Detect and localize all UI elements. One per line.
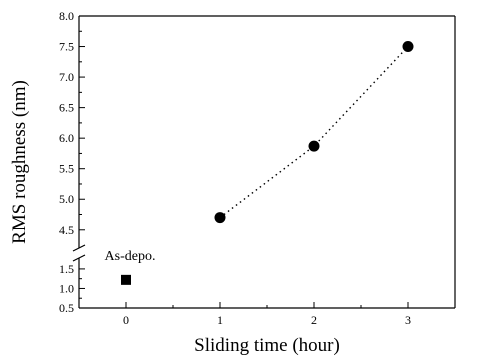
y-tick-label: 8.0	[59, 9, 74, 23]
y-tick-label: 1.0	[59, 281, 74, 295]
x-axis-title: Sliding time (hour)	[194, 335, 340, 356]
annotation-as-depo: As-depo.	[105, 249, 156, 264]
labels-group: 4.5 5.0 5.5 6.0 6.5 7.0 7.5 8.0 0.5 1.0 1.5 0 1 2 3 As-…	[9, 9, 411, 356]
axis-break-mark-upper	[72, 244, 86, 252]
y-tick-label: 4.5	[59, 223, 74, 237]
y-tick-label: 7.5	[59, 40, 74, 54]
y-tick-label: 1.5	[59, 262, 74, 276]
y-tick-label: 6.0	[59, 131, 74, 145]
data-point-circle	[402, 41, 414, 53]
data-point-circle	[308, 140, 320, 152]
axes-group	[72, 15, 456, 309]
data-marks-group	[121, 41, 414, 285]
x-tick-label: 2	[311, 313, 317, 327]
data-point-circle	[214, 212, 226, 224]
series-line-1	[219, 46, 409, 219]
x-tick-label: 0	[123, 313, 129, 327]
axis-break-mark-lower	[72, 254, 86, 262]
data-point-square	[121, 274, 131, 285]
y-axis-title: RMS roughness (nm)	[9, 80, 30, 244]
y-tick-label: 6.5	[59, 101, 74, 115]
y-tick-label: 0.5	[59, 301, 74, 315]
x-tick-label: 1	[217, 313, 223, 327]
x-tick-label: 3	[405, 313, 411, 327]
y-tick-label: 7.0	[59, 70, 74, 84]
y-tick-label: 5.0	[59, 192, 74, 206]
y-tick-label: 5.5	[59, 162, 74, 176]
